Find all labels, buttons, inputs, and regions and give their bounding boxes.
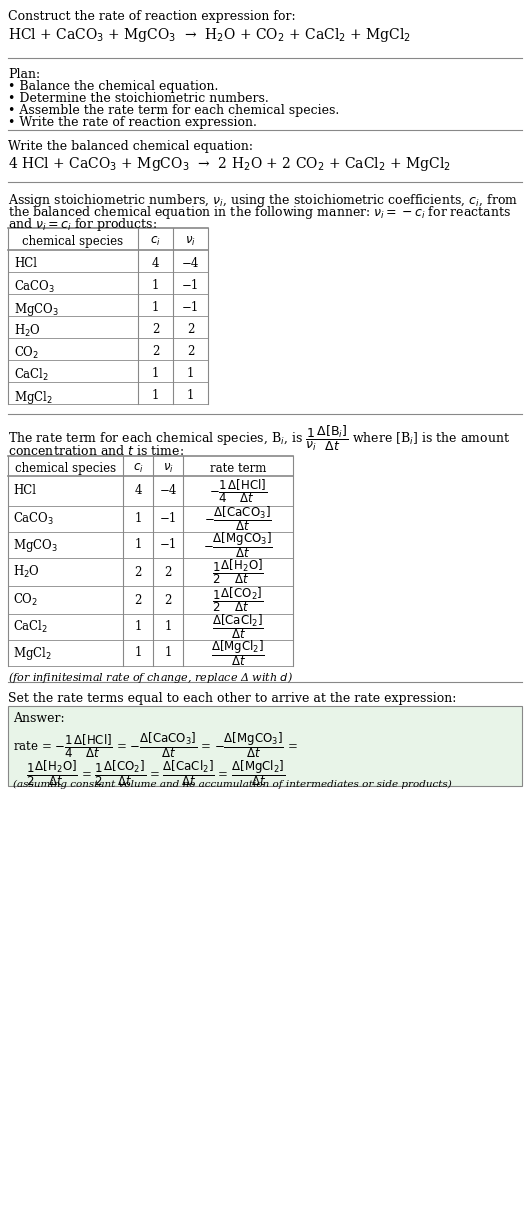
- Text: $\dfrac{\Delta[\mathrm{MgCl_2}]}{\Delta t}$: $\dfrac{\Delta[\mathrm{MgCl_2}]}{\Delta …: [211, 638, 265, 668]
- Text: 2: 2: [164, 593, 172, 606]
- Text: • Balance the chemical equation.: • Balance the chemical equation.: [8, 80, 218, 93]
- Text: The rate term for each chemical species, B$_i$, is $\dfrac{1}{\nu_i}\dfrac{\Delt: The rate term for each chemical species,…: [8, 424, 510, 453]
- Text: MgCl$_2$: MgCl$_2$: [13, 645, 52, 662]
- Text: $-\dfrac{\Delta[\mathrm{MgCO_3}]}{\Delta t}$: $-\dfrac{\Delta[\mathrm{MgCO_3}]}{\Delta…: [203, 530, 273, 559]
- Text: MgCl$_2$: MgCl$_2$: [14, 389, 53, 406]
- Text: 4 HCl + CaCO$_3$ + MgCO$_3$  →  2 H$_2$O + 2 CO$_2$ + CaCl$_2$ + MgCl$_2$: 4 HCl + CaCO$_3$ + MgCO$_3$ → 2 H$_2$O +…: [8, 155, 451, 173]
- Text: 1: 1: [152, 301, 159, 314]
- Text: (for infinitesimal rate of change, replace Δ with $d$): (for infinitesimal rate of change, repla…: [8, 670, 293, 685]
- Text: Plan:: Plan:: [8, 68, 40, 81]
- Text: Answer:: Answer:: [13, 712, 65, 725]
- Text: H$_2$O: H$_2$O: [13, 564, 40, 580]
- Text: −1: −1: [182, 279, 199, 292]
- Text: MgCO$_3$: MgCO$_3$: [13, 536, 58, 553]
- Text: 2: 2: [134, 593, 142, 606]
- Text: 1: 1: [187, 389, 194, 402]
- Text: 1: 1: [164, 621, 172, 633]
- Text: −4: −4: [182, 257, 199, 271]
- Text: CaCO$_3$: CaCO$_3$: [13, 511, 54, 527]
- Text: rate = $-\dfrac{1}{4}\dfrac{\Delta[\mathrm{HCl}]}{\Delta t}$ = $-\dfrac{\Delta[\: rate = $-\dfrac{1}{4}\dfrac{\Delta[\math…: [13, 730, 298, 760]
- Text: $c_i$: $c_i$: [150, 236, 161, 248]
- Text: 1: 1: [164, 646, 172, 660]
- Text: −1: −1: [160, 539, 176, 552]
- Text: • Write the rate of reaction expression.: • Write the rate of reaction expression.: [8, 116, 257, 129]
- Text: HCl + CaCO$_3$ + MgCO$_3$  →  H$_2$O + CO$_2$ + CaCl$_2$ + MgCl$_2$: HCl + CaCO$_3$ + MgCO$_3$ → H$_2$O + CO$…: [8, 27, 411, 43]
- Text: $\nu_i$: $\nu_i$: [185, 236, 196, 248]
- Text: −1: −1: [160, 512, 176, 525]
- FancyBboxPatch shape: [8, 705, 522, 786]
- Text: $\dfrac{1}{2}\dfrac{\Delta[\mathrm{CO_2}]}{\Delta t}$: $\dfrac{1}{2}\dfrac{\Delta[\mathrm{CO_2}…: [213, 586, 263, 615]
- Text: 2: 2: [152, 323, 159, 336]
- Text: 1: 1: [152, 367, 159, 381]
- Text: 4: 4: [152, 257, 159, 271]
- Text: chemical species: chemical species: [22, 236, 123, 248]
- Text: HCl: HCl: [13, 484, 36, 498]
- Text: $c_i$: $c_i$: [132, 461, 143, 475]
- Text: Construct the rate of reaction expression for:: Construct the rate of reaction expressio…: [8, 10, 296, 23]
- Text: 2: 2: [134, 565, 142, 579]
- Text: $\dfrac{1}{2}\dfrac{\Delta[\mathrm{H_2O}]}{\Delta t}$: $\dfrac{1}{2}\dfrac{\Delta[\mathrm{H_2O}…: [212, 558, 264, 586]
- Text: Write the balanced chemical equation:: Write the balanced chemical equation:: [8, 140, 253, 153]
- Text: MgCO$_3$: MgCO$_3$: [14, 301, 59, 318]
- Text: rate term: rate term: [210, 461, 266, 475]
- Text: 2: 2: [164, 565, 172, 579]
- Text: chemical species: chemical species: [15, 461, 116, 475]
- Text: CaCO$_3$: CaCO$_3$: [14, 279, 55, 295]
- Text: $-\dfrac{\Delta[\mathrm{CaCO_3}]}{\Delta t}$: $-\dfrac{\Delta[\mathrm{CaCO_3}]}{\Delta…: [204, 505, 272, 534]
- Text: CO$_2$: CO$_2$: [13, 592, 38, 608]
- Text: 4: 4: [134, 484, 142, 498]
- Text: concentration and $t$ is time:: concentration and $t$ is time:: [8, 445, 184, 458]
- Text: HCl: HCl: [14, 257, 37, 271]
- Text: Set the rate terms equal to each other to arrive at the rate expression:: Set the rate terms equal to each other t…: [8, 692, 456, 705]
- Text: 1: 1: [152, 279, 159, 292]
- Text: CO$_2$: CO$_2$: [14, 345, 39, 361]
- Text: the balanced chemical equation in the following manner: $\nu_i = -c_i$ for react: the balanced chemical equation in the fo…: [8, 204, 511, 221]
- Text: 1: 1: [152, 389, 159, 402]
- Text: 1: 1: [134, 512, 142, 525]
- Text: 1: 1: [134, 539, 142, 552]
- Text: • Determine the stoichiometric numbers.: • Determine the stoichiometric numbers.: [8, 92, 269, 105]
- Text: −1: −1: [182, 301, 199, 314]
- Text: and $\nu_i = c_i$ for products:: and $\nu_i = c_i$ for products:: [8, 216, 157, 233]
- Text: 2: 2: [187, 323, 194, 336]
- Text: −4: −4: [160, 484, 176, 498]
- Text: • Assemble the rate term for each chemical species.: • Assemble the rate term for each chemic…: [8, 104, 339, 117]
- Text: 1: 1: [187, 367, 194, 381]
- Text: $\nu_i$: $\nu_i$: [163, 461, 173, 475]
- Text: 1: 1: [134, 646, 142, 660]
- Text: (assuming constant volume and no accumulation of intermediates or side products): (assuming constant volume and no accumul…: [13, 780, 452, 789]
- Text: $\dfrac{1}{2}\dfrac{\Delta[\mathrm{H_2O}]}{\Delta t}$ = $\dfrac{1}{2}\dfrac{\Del: $\dfrac{1}{2}\dfrac{\Delta[\mathrm{H_2O}…: [26, 757, 285, 788]
- Text: H$_2$O: H$_2$O: [14, 323, 41, 339]
- Text: $\dfrac{\Delta[\mathrm{CaCl_2}]}{\Delta t}$: $\dfrac{\Delta[\mathrm{CaCl_2}]}{\Delta …: [212, 612, 264, 641]
- Text: Assign stoichiometric numbers, $\nu_i$, using the stoichiometric coefficients, $: Assign stoichiometric numbers, $\nu_i$, …: [8, 192, 518, 209]
- Text: CaCl$_2$: CaCl$_2$: [13, 618, 48, 635]
- Text: 2: 2: [152, 345, 159, 358]
- Text: 2: 2: [187, 345, 194, 358]
- Text: CaCl$_2$: CaCl$_2$: [14, 367, 49, 383]
- Text: 1: 1: [134, 621, 142, 633]
- Text: $-\dfrac{1}{4}\dfrac{\Delta[\mathrm{HCl}]}{\Delta t}$: $-\dfrac{1}{4}\dfrac{\Delta[\mathrm{HCl}…: [209, 477, 267, 505]
